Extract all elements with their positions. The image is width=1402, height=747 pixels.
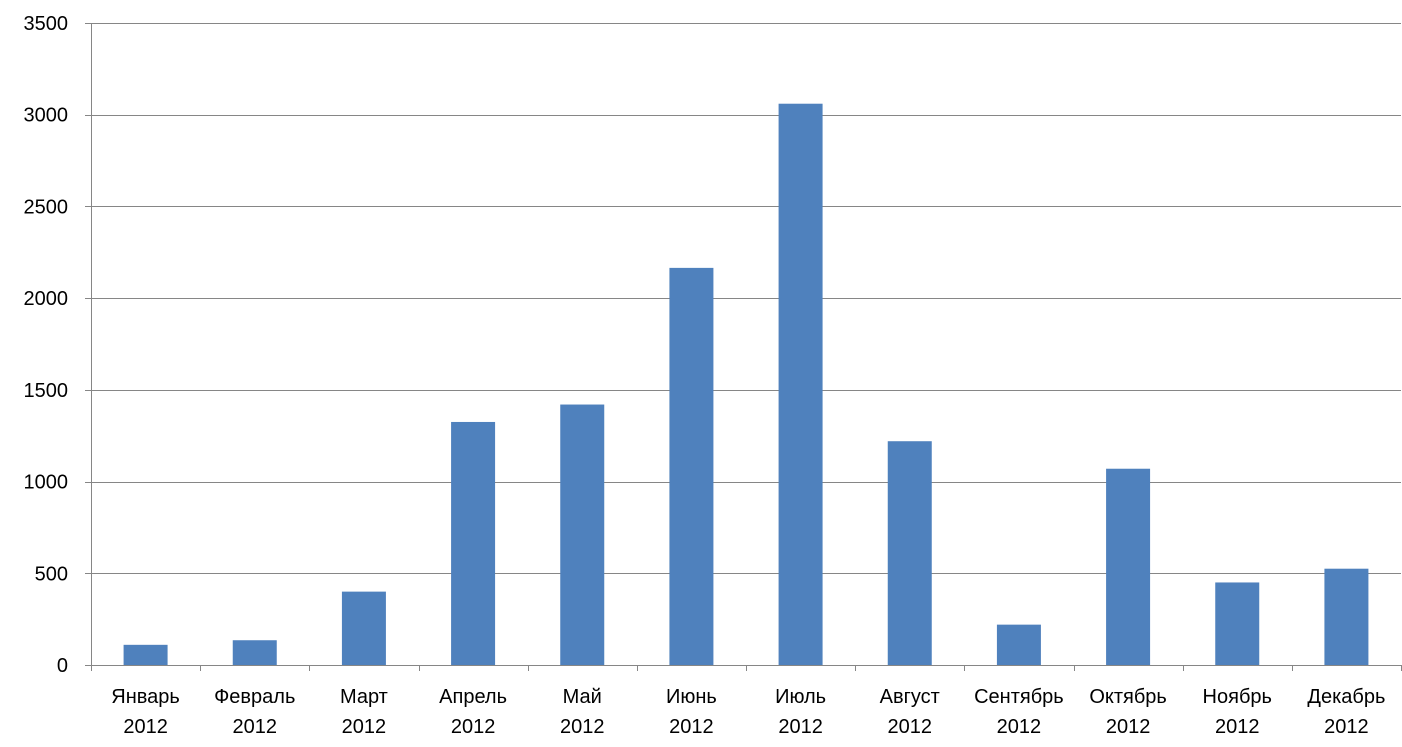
- bar-12: [1324, 568, 1369, 665]
- bar-8: [887, 441, 932, 665]
- x-tick-label-month: Июль: [775, 686, 826, 708]
- x-tick-label-year: 2012: [669, 716, 714, 738]
- x-tick-label-month: Май: [563, 686, 602, 708]
- x-tick-label: Сентябрь 2012: [974, 686, 1064, 738]
- x-tick-label-month: Декабрь: [1307, 686, 1385, 708]
- bar-2: [232, 640, 277, 665]
- x-tick-label-year: 2012: [560, 716, 605, 738]
- x-tick-label: Апрель 2012: [439, 686, 507, 738]
- x-tick-label-month: Июнь: [666, 686, 717, 708]
- y-tick-label: 0: [57, 655, 68, 677]
- x-tick-label-year: 2012: [451, 716, 496, 738]
- x-tick-label: Май 2012: [560, 686, 605, 738]
- axes: [85, 23, 1402, 671]
- bar-7: [778, 103, 823, 666]
- x-tick-label-year: 2012: [1106, 716, 1151, 738]
- x-tick-label: Февраль 2012: [214, 686, 295, 738]
- x-tick-label-month: Август: [880, 686, 940, 708]
- bar-3: [341, 591, 386, 665]
- y-tick-label: 1500: [24, 380, 69, 402]
- bar-4: [451, 421, 496, 665]
- x-tick-label-month: Октябрь: [1089, 686, 1167, 708]
- x-tick-label-year: 2012: [233, 716, 278, 738]
- x-tick-label: Октябрь 2012: [1089, 686, 1167, 738]
- gridlines: [91, 23, 1401, 574]
- x-tick-label: Январь 2012: [111, 686, 180, 738]
- x-tick-label-year: 2012: [123, 716, 168, 738]
- y-tick-label: 500: [35, 563, 68, 585]
- x-tick-label-year: 2012: [888, 716, 933, 738]
- x-tick-label: Ноябрь 2012: [1203, 686, 1272, 738]
- bar-11: [1215, 582, 1260, 665]
- x-tick-label-month: Ноябрь: [1203, 686, 1272, 708]
- x-tick-label: Июнь 2012: [666, 686, 717, 738]
- bar-6: [669, 267, 714, 665]
- x-tick-label-year: 2012: [1215, 716, 1260, 738]
- bar-1: [123, 644, 168, 665]
- y-tick-label: 2000: [24, 288, 69, 310]
- bar-10: [1106, 468, 1151, 665]
- y-tick-label: 2500: [24, 196, 69, 218]
- x-tick-label-month: Март: [340, 686, 388, 708]
- bar-9: [996, 624, 1041, 665]
- x-tick-label-year: 2012: [1324, 716, 1369, 738]
- bar-5: [560, 404, 605, 665]
- x-tick-label-month: Январь: [111, 686, 180, 708]
- x-tick-label: Декабрь 2012: [1307, 686, 1385, 738]
- x-tick-label: Март 2012: [340, 686, 388, 738]
- y-tick-label: 3500: [24, 13, 69, 35]
- x-tick-label-month: Февраль: [214, 686, 295, 708]
- x-tick-label-month: Апрель: [439, 686, 507, 708]
- x-tick-label-year: 2012: [342, 716, 387, 738]
- y-tick-label: 1000: [24, 472, 69, 494]
- x-tick-label-month: Сентябрь: [974, 686, 1064, 708]
- x-tick-label: Август 2012: [880, 686, 940, 738]
- bars: [123, 103, 1369, 666]
- x-tick-label-year: 2012: [997, 716, 1042, 738]
- x-tick-label-year: 2012: [778, 716, 823, 738]
- x-tick-label: Июль 2012: [775, 686, 826, 738]
- y-tick-label: 3000: [24, 105, 69, 127]
- y-tick-labels: 0 500 1000 1500 2000 2500 3000 3500: [24, 13, 69, 677]
